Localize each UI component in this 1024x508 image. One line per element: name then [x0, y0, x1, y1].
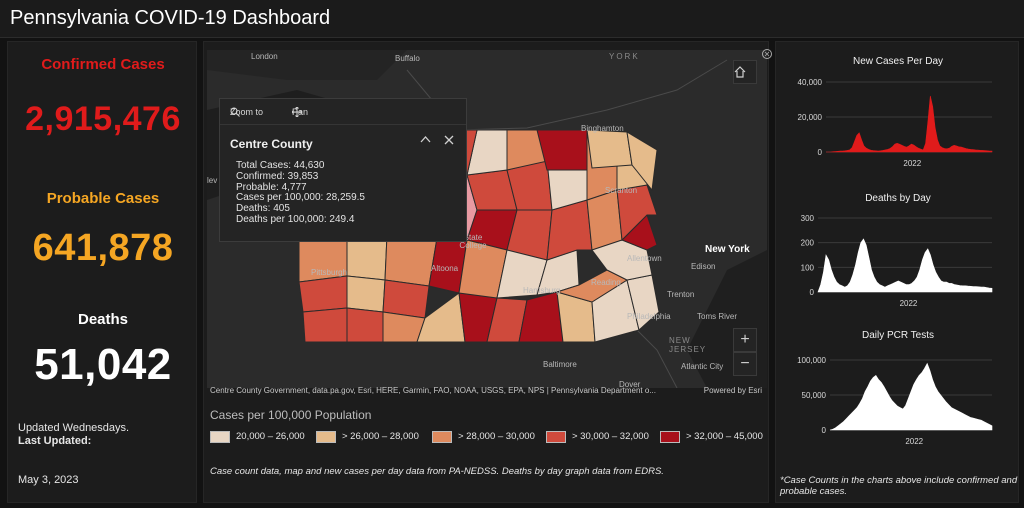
popup-title: Centre County: [230, 137, 313, 151]
confirmed-cases-value: 2,915,476: [25, 100, 181, 138]
map-label-dover: Dover: [619, 380, 641, 388]
last-updated-label: Last Updated:: [18, 435, 92, 447]
dashboard-header: Pennsylvania COVID-19 Dashboard: [0, 0, 1024, 38]
y-tick-label: 40,000: [798, 78, 823, 87]
map-label-philadelphia: Philadelphia: [627, 312, 671, 321]
y-tick-label: 0: [822, 426, 827, 435]
series-area[interactable]: [817, 238, 993, 293]
map-label-toms-river: Toms River: [697, 312, 738, 321]
legend-label-4: > 30,000 – 32,000: [572, 431, 649, 442]
home-icon: [734, 66, 746, 78]
confirmed-cases-label: Confirmed Cases: [41, 56, 165, 73]
popup-probable: Probable: 4,777: [236, 181, 307, 193]
map-attribution[interactable]: Centre County Government, data.pa.gov, E…: [210, 386, 656, 395]
map-label-harrisburg: Harrisburg: [523, 286, 561, 295]
county-popup: Zoom to Pan Centre County Total Cases: 4…: [219, 98, 467, 242]
map-label-pittsburgh: Pittsburgh: [311, 268, 348, 277]
powered-by-esri[interactable]: Powered by Esri: [703, 386, 762, 395]
last-updated-date: May 3, 2023: [18, 474, 79, 486]
y-tick-label: 0: [810, 288, 815, 297]
popup-deaths: Deaths: 405: [236, 203, 290, 215]
map-label-buffalo: Buffalo: [395, 54, 420, 63]
map-label-new-jersey: NEW JERSEY: [669, 336, 707, 354]
map-label-trenton: Trenton: [667, 290, 695, 299]
page-title: Pennsylvania COVID-19 Dashboard: [10, 7, 331, 29]
y-tick-label: 50,000: [802, 391, 827, 400]
charts-footnote: *Case Counts in the charts above include…: [780, 475, 1018, 497]
chart-title-pcr-tests: Daily PCR Tests: [861, 330, 935, 341]
series-area[interactable]: [826, 95, 993, 153]
zoom-to-label: Zoom to: [230, 107, 264, 117]
map-label-edison: Edison: [691, 262, 716, 271]
popup-deaths-per-100k: Deaths per 100,000: 249.4: [236, 213, 355, 225]
map-label-state-college: State College: [459, 233, 487, 250]
map-label-scranton: Scranton: [605, 186, 638, 195]
series-area[interactable]: [829, 362, 993, 431]
map-legend: 20,000 – 26,000 > 26,000 – 28,000 > 28,0…: [210, 428, 766, 448]
map-label-allentown: Allentown: [627, 254, 662, 263]
deaths-chart[interactable]: 300 200 100 0 2022: [776, 210, 1020, 320]
legend-title: Cases per 100,000 Population: [210, 408, 372, 422]
legend-label-3: > 28,000 – 30,000: [458, 431, 535, 442]
legend-swatch-3: [432, 431, 452, 443]
x-tick-label: 2022: [900, 299, 918, 308]
deaths-value: 51,042: [34, 340, 172, 389]
popup-cases-per-100k: Cases per 100,000: 28,259.5: [236, 192, 365, 204]
legend-label-5: > 32,000 – 45,000: [686, 431, 763, 442]
close-icon: [444, 135, 454, 145]
map-label-baltimore: Baltimore: [543, 360, 577, 369]
chevron-up-icon: [420, 136, 431, 143]
pcr-tests-chart[interactable]: 100,000 50,000 0 2022: [776, 348, 1020, 458]
popup-details: Total Cases: 44,630 Confirmed: 39,853 Pr…: [236, 160, 365, 226]
popup-confirmed: Confirmed: 39,853: [236, 170, 319, 182]
home-button[interactable]: [733, 60, 757, 84]
fullscreen-icon: [762, 49, 772, 59]
y-tick-label: 0: [818, 148, 823, 157]
map-label-atlantic-city: Atlantic City: [681, 362, 724, 371]
pan-icon: [292, 107, 302, 117]
probable-cases-value: 641,878: [32, 227, 174, 269]
county-map[interactable]: London Buffalo YORK Binghamton lev Scran…: [207, 50, 767, 388]
summary-panel: Confirmed Cases 2,915,476 Probable Cases…: [7, 41, 197, 503]
legend-swatch-1: [210, 431, 230, 443]
zoom-to-icon: [230, 107, 240, 117]
map-panel: London Buffalo YORK Binghamton lev Scran…: [203, 41, 772, 503]
charts-panel: New Cases Per Day 40,000 20,000 0 2022 Deat…: [775, 41, 1019, 503]
map-label-new-york: New York: [705, 244, 750, 255]
popup-total-cases: Total Cases: 44,630: [236, 160, 325, 171]
update-frequency: Updated Wednesdays.: [18, 422, 130, 434]
y-tick-label: 100,000: [797, 356, 826, 365]
legend-label-1: 20,000 – 26,000: [236, 431, 305, 442]
probable-cases-label: Probable Cases: [46, 190, 160, 207]
legend-label-2: > 26,000 – 28,000: [342, 431, 419, 442]
map-label-york-state: YORK: [609, 52, 640, 61]
chart-title-new-cases: New Cases Per Day: [852, 56, 944, 67]
deaths-label: Deaths: [77, 311, 129, 328]
y-tick-label: 100: [801, 263, 815, 272]
map-label-london: London: [251, 52, 278, 61]
y-tick-label: 300: [801, 214, 815, 223]
x-tick-label: 2022: [903, 159, 921, 168]
chart-title-deaths: Deaths by Day: [865, 193, 931, 204]
new-cases-chart[interactable]: 40,000 20,000 0 2022: [776, 74, 1020, 184]
map-label-altoona: Altoona: [431, 264, 459, 273]
y-tick-label: 20,000: [798, 113, 823, 122]
fullscreen-button[interactable]: [760, 44, 774, 59]
y-tick-label: 200: [801, 239, 815, 248]
map-label-reading: Reading: [591, 278, 621, 287]
legend-swatch-4: [546, 431, 566, 443]
popup-toolbar: Zoom to Pan: [220, 99, 466, 125]
legend-swatch-5: [660, 431, 680, 443]
legend-swatch-2: [316, 431, 336, 443]
zoom-to-button[interactable]: Zoom to: [230, 107, 263, 117]
x-tick-label: 2022: [905, 437, 923, 446]
map-label-cleveland: lev: [207, 176, 218, 185]
pan-button[interactable]: Pan: [292, 107, 308, 117]
data-source-footnote: Case count data, map and new cases per d…: [210, 466, 664, 477]
map-label-binghamton: Binghamton: [581, 124, 624, 133]
zoom-in-button[interactable]: +: [733, 328, 757, 352]
zoom-out-button[interactable]: −: [733, 352, 757, 376]
